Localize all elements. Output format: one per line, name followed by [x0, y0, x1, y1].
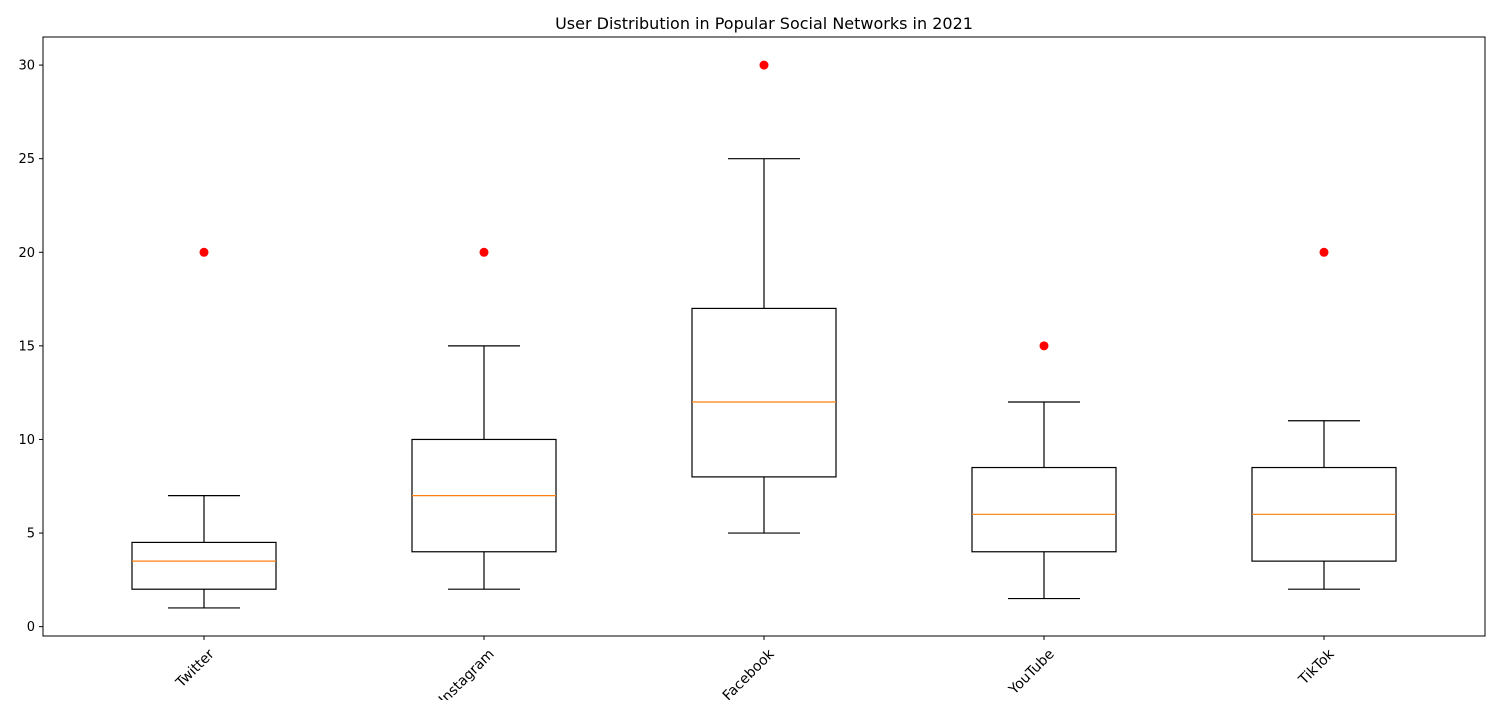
plot-frame — [42, 36, 1486, 637]
outlier-point — [1319, 247, 1329, 257]
y-tick-label: 0 — [27, 620, 35, 635]
y-tick-label: 10 — [18, 433, 35, 448]
y-tick-label: 15 — [18, 339, 35, 354]
outlier-point — [1039, 341, 1049, 351]
outlier-point — [199, 247, 209, 257]
outlier-point — [479, 247, 489, 257]
y-tick-label: 5 — [27, 527, 35, 542]
y-tick-label: 30 — [18, 59, 35, 74]
box-facebook — [691, 307, 837, 478]
y-tick-label: 20 — [18, 246, 35, 261]
box-youtube — [971, 466, 1117, 553]
chart-title: User Distribution in Popular Social Netw… — [555, 14, 973, 33]
y-tick-label: 25 — [18, 152, 35, 167]
box-twitter — [131, 541, 277, 590]
outlier-point — [759, 60, 769, 70]
